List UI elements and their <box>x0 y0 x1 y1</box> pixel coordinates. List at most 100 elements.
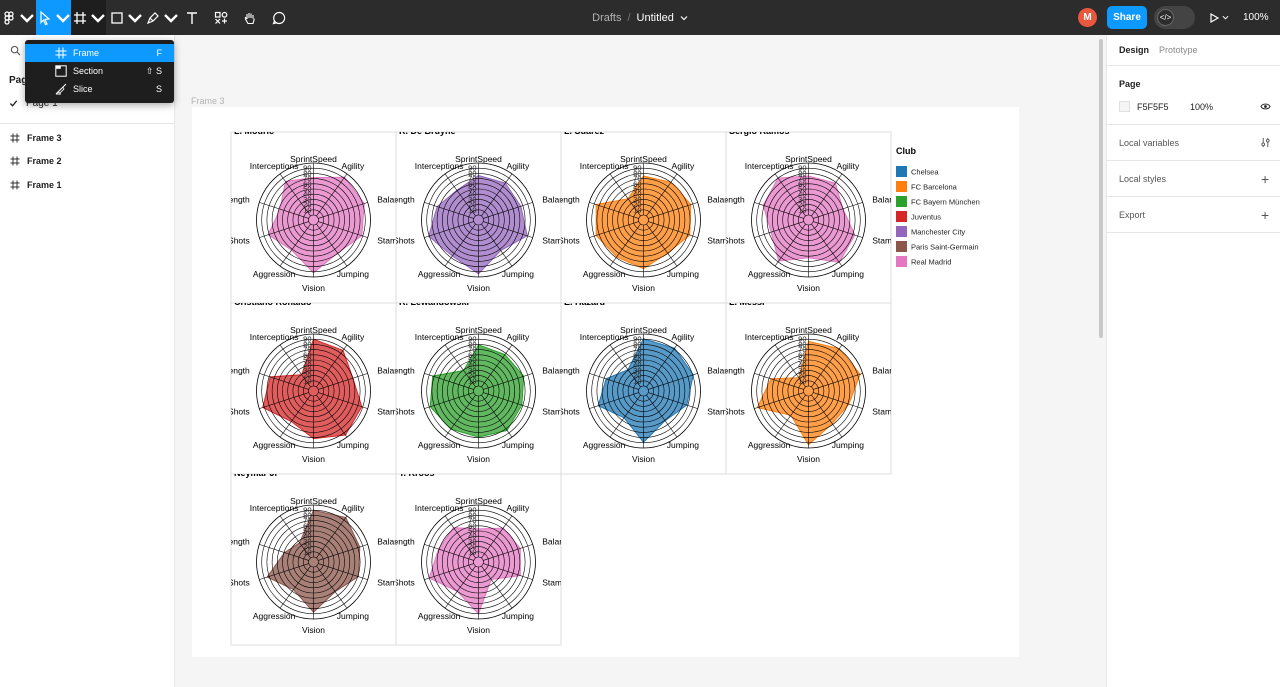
canvas[interactable]: Frame 3 10 20 30 40 50 60 70 80 90 SprintSpeed Agi… <box>175 35 1106 687</box>
add-export-plus-icon[interactable]: + <box>1261 207 1270 223</box>
file-name[interactable]: Untitled <box>636 11 674 24</box>
search-icon[interactable] <box>10 45 21 56</box>
menu-item-section[interactable]: Section ⇧ S <box>25 62 174 80</box>
breadcrumb-project[interactable]: Drafts <box>592 11 622 24</box>
tab-design[interactable]: Design <box>1119 45 1150 55</box>
present-button[interactable] <box>1208 0 1229 35</box>
radial-tick-label: 60 <box>798 179 806 188</box>
zoom-dropdown[interactable]: 100% <box>1243 0 1269 35</box>
axis-label: Balance <box>542 194 573 204</box>
radar-spoke <box>318 221 368 238</box>
pen-tool-button[interactable] <box>145 0 179 35</box>
radial-tick-label: 30 <box>798 195 806 204</box>
radar-spoke <box>444 344 476 388</box>
radar-spoke <box>424 373 474 390</box>
radial-tick-label: 50 <box>468 356 476 365</box>
page-item-page-1[interactable]: Page 1 <box>9 98 58 109</box>
local-variables-label[interactable]: Local variables <box>1119 138 1180 148</box>
menu-item-frame[interactable]: Frame F <box>25 44 174 62</box>
player-title: T. Kroos <box>399 468 435 478</box>
radial-tick-label: 90 <box>303 164 311 173</box>
layer-frame-3[interactable]: Frame 3 <box>10 133 62 143</box>
axis-label: Jumping <box>502 611 534 621</box>
frame-3[interactable]: 10 20 30 40 50 60 70 80 90 SprintSpeed Agility Bala… <box>192 107 1019 657</box>
radar-spoke <box>279 515 311 559</box>
layer-frame-2[interactable]: Frame 2 <box>10 156 62 166</box>
radial-tick-label: 10 <box>633 376 641 385</box>
axis-label: SprintSpeed <box>620 154 667 164</box>
local-styles-label[interactable]: Local styles <box>1119 174 1167 184</box>
radar-spoke <box>316 515 348 559</box>
legend-swatch <box>896 181 907 192</box>
radial-tick-label: 10 <box>303 205 311 214</box>
radial-tick-label: 40 <box>468 532 476 541</box>
legend-label: Manchester City <box>911 228 965 237</box>
radar-spoke <box>646 223 678 267</box>
menu-item-label: Section <box>73 66 104 76</box>
menu-item-shortcut: ⇧ S <box>145 65 162 76</box>
axis-label: Vision <box>467 625 490 635</box>
axis-label: LongShots <box>209 578 250 588</box>
eye-icon[interactable] <box>1260 102 1271 111</box>
radar-spoke <box>316 173 348 217</box>
vertical-scrollbar[interactable] <box>1099 39 1103 338</box>
radial-tick-label: 10 <box>798 205 806 214</box>
main-menu-button[interactable] <box>0 0 36 35</box>
background-hex-input[interactable]: F5F5F5 <box>1137 102 1169 112</box>
move-tool-button[interactable] <box>36 0 71 35</box>
layer-frame-1[interactable]: Frame 1 <box>10 180 62 190</box>
radar-spoke <box>481 344 513 388</box>
hand-tool-button[interactable] <box>239 0 261 35</box>
axis-label: Agility <box>837 332 860 342</box>
share-button[interactable]: Share <box>1107 6 1147 29</box>
avatar[interactable]: M <box>1078 8 1097 27</box>
radar-spoke <box>648 221 698 238</box>
radial-tick-label: 50 <box>798 185 806 194</box>
axis-label: Jumping <box>502 440 534 450</box>
axis-label: Strength <box>548 194 580 204</box>
add-style-plus-icon[interactable]: + <box>1261 171 1270 187</box>
axis-label: Agility <box>507 161 530 171</box>
background-opacity-input[interactable]: 100% <box>1190 102 1214 112</box>
shape-tool-button[interactable] <box>109 0 143 35</box>
radial-tick-label: 40 <box>468 190 476 199</box>
radar-spoke <box>646 344 678 388</box>
frame-label[interactable]: Frame 3 <box>191 96 225 106</box>
text-tool-button[interactable] <box>181 0 203 35</box>
toolbar <box>0 0 1280 35</box>
radial-tick-label: 80 <box>303 340 311 349</box>
radial-tick-label: 70 <box>798 174 806 183</box>
axis-label: Strength <box>218 536 250 546</box>
tab-prototype[interactable]: Prototype <box>1159 45 1198 55</box>
dev-mode-toggle[interactable]: </> <box>1154 6 1195 29</box>
axis-label: Balance <box>707 365 738 375</box>
radial-tick-label: 40 <box>633 361 641 370</box>
radial-tick-label: 90 <box>468 164 476 173</box>
axis-label: Interceptions <box>745 161 794 171</box>
axis-label: Agility <box>672 332 695 342</box>
radial-tick-label: 60 <box>303 521 311 530</box>
axis-label: Jumping <box>502 269 534 279</box>
radial-tick-label: 50 <box>633 356 641 365</box>
background-color-swatch[interactable] <box>1119 101 1130 112</box>
axis-label: SprintSpeed <box>290 154 337 164</box>
radial-tick-label: 40 <box>303 361 311 370</box>
axis-label: Strength <box>548 365 580 375</box>
radar-spoke <box>259 544 309 561</box>
comment-tool-button[interactable] <box>268 0 290 35</box>
radar-spoke <box>318 373 368 390</box>
sliders-icon[interactable] <box>1260 137 1271 148</box>
axis-label: Vision <box>632 283 655 293</box>
resources-tool-button[interactable] <box>210 0 232 35</box>
menu-item-shortcut: S <box>155 84 162 94</box>
radar-spoke <box>813 373 863 390</box>
export-label[interactable]: Export <box>1119 210 1146 220</box>
menu-item-slice[interactable]: Slice S <box>25 80 174 98</box>
axis-label: Aggression <box>418 269 461 279</box>
radar-spoke <box>589 202 639 219</box>
frame-tool-button[interactable] <box>71 0 106 35</box>
axis-label: Stamina <box>707 236 738 246</box>
axis-label: Stamina <box>542 578 573 588</box>
axis-label: Agility <box>342 332 365 342</box>
radar-spoke <box>483 544 533 561</box>
